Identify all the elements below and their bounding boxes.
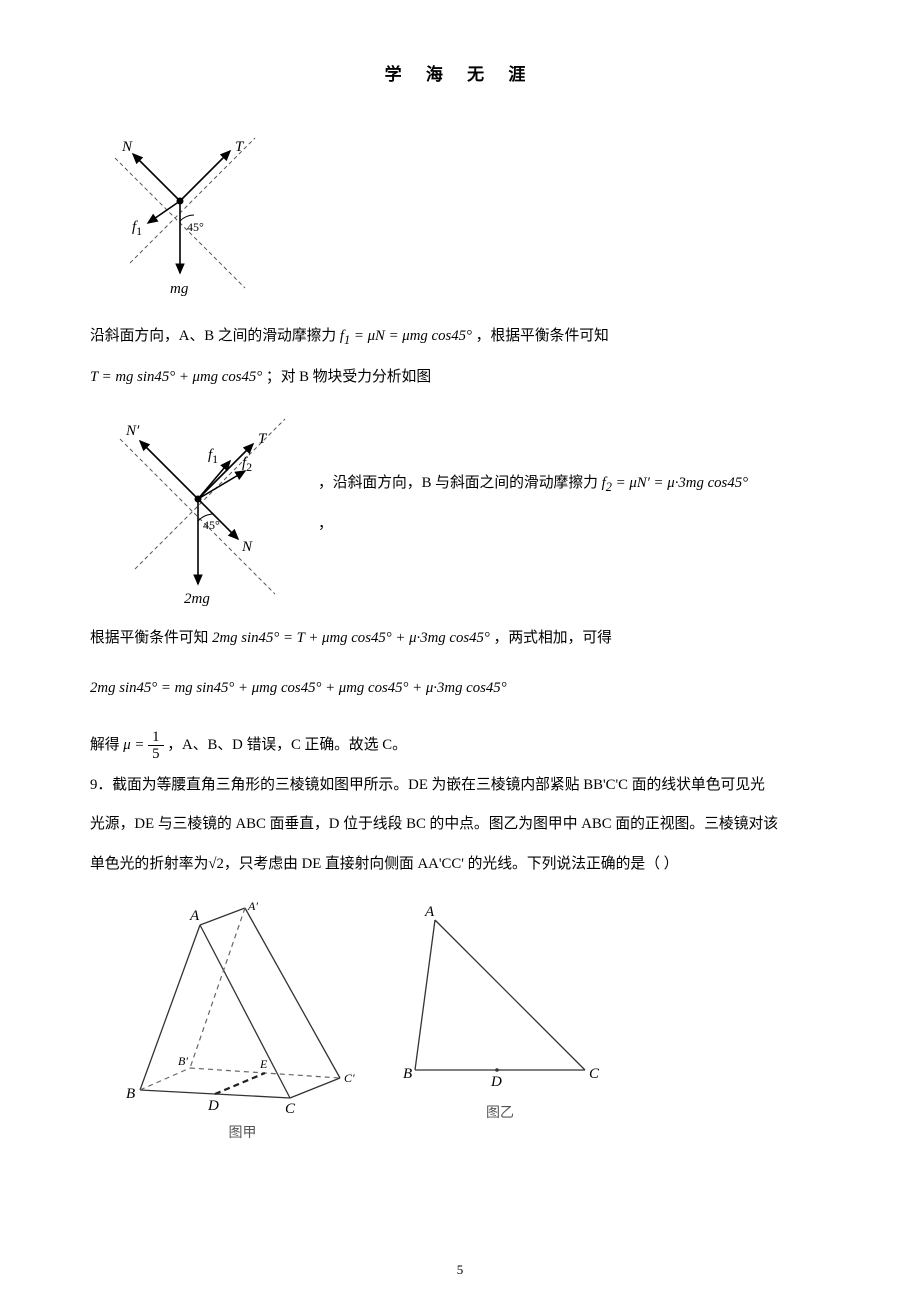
p3-wrap: ，沿斜面方向，B 与斜面之间的滑动摩擦力 f2 = μN′ = μ·3mg co… — [318, 462, 830, 546]
svg-text:B: B — [403, 1066, 412, 1082]
p3-prefix: ，沿斜面方向，B 与斜面之间的滑动摩擦力 — [318, 475, 602, 491]
svg-text:A′: A′ — [247, 900, 258, 913]
prism-2d-svg: A B C D — [395, 900, 605, 1095]
svg-text:mg: mg — [170, 281, 189, 297]
force-diagram-2-row: 45° N′ T f1 f2 N 2mg ，沿斜面方向，B 与斜面之间的滑动摩擦… — [90, 399, 830, 609]
svg-text:45°: 45° — [203, 518, 220, 532]
page-header: 学 海 无 涯 — [90, 60, 830, 85]
paragraph-6: 解得 μ = 1 5 ，A、B、D 错误，C 正确。故选 C。 — [90, 728, 830, 764]
q9-line3: 单色光的折射率为√2，只考虑由 DE 直接射向侧面 AA'CC' 的光线。下列说… — [90, 847, 830, 883]
p1-eq: f1 = μN = μmg cos45° — [340, 328, 472, 344]
p4-eq: 2mg sin45° = T + μmg cos45° + μ·3mg cos4… — [212, 630, 490, 646]
frac-den: 5 — [148, 746, 163, 762]
paragraph-2: T = mg sin45° + μmg cos45° ；对 B 物块受力分析如图 — [90, 360, 830, 396]
svg-text:f1: f1 — [132, 219, 142, 238]
fig2-label: 图乙 — [395, 1097, 605, 1131]
svg-text:B′: B′ — [178, 1054, 188, 1068]
p1-suffix: ，根据平衡条件可知 — [476, 328, 609, 344]
svg-text:A: A — [424, 904, 435, 920]
q9-line1: 9．截面为等腰直角三角形的三棱镜如图甲所示。DE 为嵌在三棱镜内部紧贴 BB'C… — [90, 768, 830, 804]
svg-text:N′: N′ — [125, 423, 140, 439]
p4-suffix: ，两式相加，可得 — [494, 630, 612, 646]
svg-text:N: N — [121, 139, 133, 155]
svg-text:C: C — [589, 1066, 600, 1082]
prism-3d-svg: A B C A′ B′ C′ D E — [120, 900, 365, 1115]
svg-text:T: T — [235, 139, 245, 155]
svg-text:E: E — [259, 1057, 268, 1071]
paragraph-1: 沿斜面方向，A、B 之间的滑动摩擦力 f1 = μN = μmg cos45° … — [90, 319, 830, 356]
p2-suffix: ；对 B 物块受力分析如图 — [266, 369, 431, 385]
content-body: 45° N T f1 mg 沿斜面方向，A、B 之间的滑动摩擦力 f1 = μN… — [90, 123, 830, 1151]
prism-3d-wrap: A B C A′ B′ C′ D E 图甲 — [120, 900, 365, 1151]
p6-suffix: ，A、B、D 错误，C 正确。故选 C。 — [167, 737, 407, 753]
paragraph-5: 2mg sin45° = mg sin45° + μmg cos45° + μm… — [90, 671, 830, 707]
svg-text:C: C — [285, 1101, 296, 1115]
svg-text:D: D — [490, 1074, 502, 1090]
p3-eq: f2 = μN′ = μ·3mg cos45° — [602, 475, 748, 491]
svg-text:f1: f1 — [208, 447, 218, 466]
p5-eq: 2mg sin45° = mg sin45° + μmg cos45° + μm… — [90, 680, 507, 696]
paragraph-4: 根据平衡条件可知 2mg sin45° = T + μmg cos45° + μ… — [90, 621, 830, 657]
prism-2d-wrap: A B C D 图乙 — [395, 900, 605, 1151]
paragraph-3: ，沿斜面方向，B 与斜面之间的滑动摩擦力 f2 = μN′ = μ·3mg co… — [318, 466, 830, 503]
svg-text:2mg: 2mg — [184, 591, 210, 607]
svg-text:T: T — [258, 431, 268, 447]
force-diagram-1-svg: 45° N T f1 mg — [90, 123, 280, 313]
page-number: 5 — [457, 1262, 464, 1278]
q9-line2: 光源，DE 与三棱镜的 ABC 面垂直，D 位于线段 BC 的中点。图乙为图甲中… — [90, 807, 830, 843]
force-diagram-1: 45° N T f1 mg — [90, 123, 830, 313]
svg-text:B: B — [126, 1086, 135, 1102]
p6-prefix: 解得 — [90, 737, 123, 753]
p3-comma: ， — [318, 507, 830, 543]
header-title: 学 海 无 涯 — [385, 65, 536, 84]
p2-eq: T = mg sin45° + μmg cos45° — [90, 369, 262, 385]
svg-text:D: D — [207, 1098, 219, 1114]
p1-prefix: 沿斜面方向，A、B 之间的滑动摩擦力 — [90, 328, 340, 344]
svg-text:A: A — [189, 908, 200, 924]
fig1-label: 图甲 — [120, 1117, 365, 1151]
prism-figures: A B C A′ B′ C′ D E 图甲 A B C — [120, 900, 830, 1151]
p4-prefix: 根据平衡条件可知 — [90, 630, 212, 646]
p6-frac: 1 5 — [148, 729, 163, 763]
svg-text:45°: 45° — [187, 220, 204, 234]
force-diagram-2-svg: 45° N′ T f1 f2 N 2mg — [90, 399, 310, 609]
svg-text:N: N — [241, 539, 253, 555]
svg-text:C′: C′ — [344, 1071, 355, 1085]
p6-mu: μ = — [123, 737, 148, 753]
frac-num: 1 — [148, 729, 163, 746]
